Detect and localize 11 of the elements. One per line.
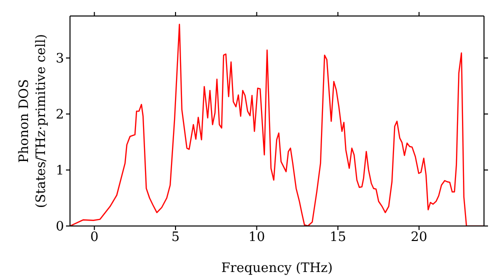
y-tick-label: 1: [56, 164, 64, 179]
x-tick-label: 0: [90, 230, 98, 246]
x-tick-label: 20: [410, 230, 428, 246]
y-tick-label: 0: [56, 220, 64, 235]
x-tick-label: 5: [171, 230, 180, 246]
y-tick-label: 2: [56, 108, 64, 123]
y-tick-label: 3: [56, 52, 64, 67]
x-tick-label: 15: [330, 230, 346, 246]
y-axis-title: Phonon DOS (States/THz·primitive cell): [17, 34, 49, 208]
x-axis-title: Frequency (THz): [221, 261, 333, 276]
x-tick-label: 10: [248, 230, 265, 246]
